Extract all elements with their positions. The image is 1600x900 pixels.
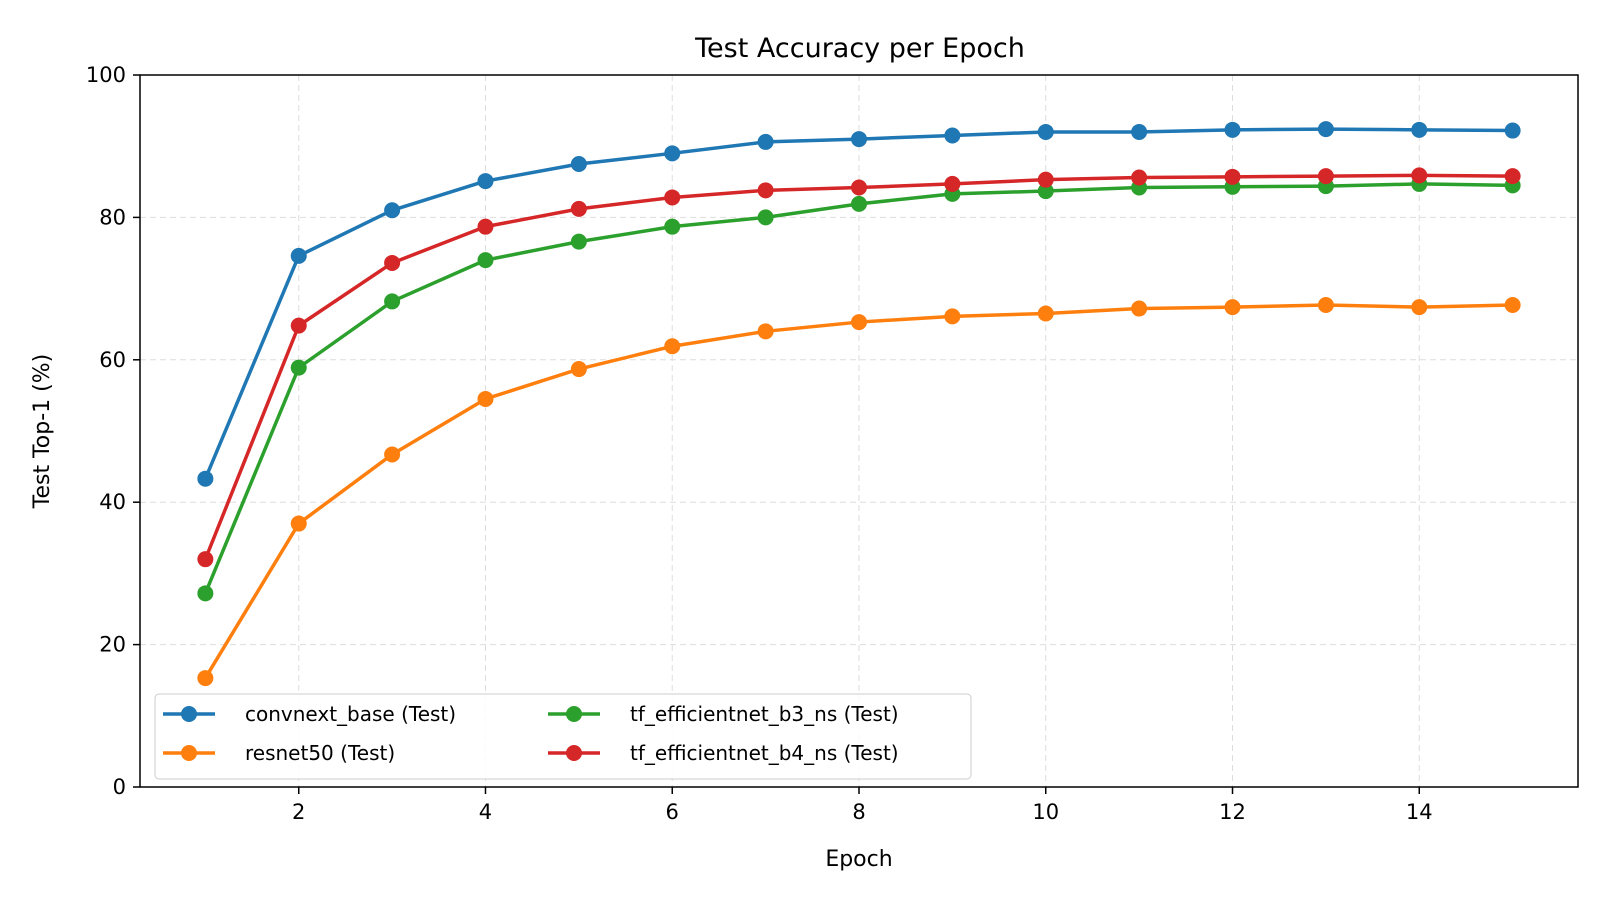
data-point xyxy=(1224,121,1241,138)
data-point xyxy=(1037,123,1054,140)
data-point xyxy=(1411,121,1428,138)
data-point xyxy=(757,182,774,199)
y-tick-label: 0 xyxy=(113,775,126,799)
data-point xyxy=(1224,168,1241,185)
data-point xyxy=(197,585,214,602)
data-point xyxy=(290,247,307,264)
y-tick-label: 80 xyxy=(99,205,126,229)
legend-box xyxy=(154,693,972,780)
data-point xyxy=(197,470,214,487)
x-tick-label: 12 xyxy=(1219,800,1246,824)
data-point xyxy=(851,195,867,212)
data-point xyxy=(1504,122,1521,139)
data-point xyxy=(570,200,587,217)
legend-label: convnext_base (Test) xyxy=(245,702,456,726)
data-point xyxy=(290,317,307,334)
x-tick-label: 4 xyxy=(479,800,492,824)
data-point xyxy=(757,133,774,150)
data-point xyxy=(944,127,961,144)
series-1 xyxy=(197,296,1521,687)
data-point xyxy=(757,323,774,340)
ticks: 2 4 6 8 10 12 14 0 20 40 60 80 100 xyxy=(86,63,1433,824)
chart-title: Test Accuracy per Epoch xyxy=(694,33,1025,64)
data-point xyxy=(384,254,401,271)
grid xyxy=(140,75,1578,787)
data-point xyxy=(757,209,774,226)
x-tick-label: 2 xyxy=(292,800,305,824)
legend-swatch-marker xyxy=(566,706,582,722)
data-point xyxy=(197,670,214,687)
y-tick-label: 100 xyxy=(86,63,126,87)
data-point xyxy=(944,175,961,192)
data-point xyxy=(1317,121,1334,138)
data-point xyxy=(1037,183,1054,200)
data-point xyxy=(1131,300,1148,317)
data-point xyxy=(1504,296,1521,313)
data-point xyxy=(851,179,867,196)
x-tick-label: 6 xyxy=(666,800,679,824)
data-point xyxy=(1131,169,1148,186)
data-point xyxy=(1317,296,1334,313)
legend-swatch-marker xyxy=(181,745,197,761)
data-point xyxy=(477,390,494,407)
data-point xyxy=(477,252,494,269)
legend-label: resnet50 (Test) xyxy=(245,741,395,765)
data-point xyxy=(477,173,494,190)
data-point xyxy=(570,156,587,172)
data-point xyxy=(290,359,307,376)
y-tick-label: 20 xyxy=(99,633,126,657)
legend-swatch-marker xyxy=(566,745,582,761)
data-point xyxy=(664,338,681,355)
x-axis-label: Epoch xyxy=(825,847,892,872)
legend-swatch-marker xyxy=(181,706,197,722)
legend-label: tf_efficientnet_b4_ns (Test) xyxy=(630,741,899,765)
data-point xyxy=(384,202,401,219)
y-tick-label: 40 xyxy=(99,490,126,514)
data-point xyxy=(1411,167,1428,184)
data-point xyxy=(1504,168,1521,185)
y-axis-label: Test Top-1 (%) xyxy=(30,354,55,509)
data-point xyxy=(664,218,681,235)
data-point xyxy=(944,308,961,325)
data-point xyxy=(1037,305,1054,322)
legend: convnext_base (Test) resnet50 (Test) tf_ef… xyxy=(154,693,972,780)
data-point xyxy=(1037,171,1054,188)
data-point xyxy=(197,551,214,568)
data-point xyxy=(1131,123,1148,140)
data-point xyxy=(384,446,401,463)
data-point xyxy=(664,189,681,206)
series-layer xyxy=(197,121,1521,687)
data-point xyxy=(384,293,401,310)
legend-label: tf_efficientnet_b3_ns (Test) xyxy=(630,702,899,726)
x-tick-label: 8 xyxy=(852,800,865,824)
data-point xyxy=(570,361,587,378)
data-point xyxy=(1224,299,1241,316)
data-point xyxy=(477,218,494,235)
x-tick-label: 14 xyxy=(1406,800,1433,824)
x-tick-label: 10 xyxy=(1032,800,1059,824)
data-point xyxy=(851,131,867,148)
data-point xyxy=(290,515,307,532)
data-point xyxy=(1411,299,1428,316)
data-point xyxy=(851,314,867,331)
series-3 xyxy=(197,167,1521,568)
series-0 xyxy=(197,121,1521,487)
data-point xyxy=(664,145,681,162)
y-tick-label: 60 xyxy=(99,348,126,372)
data-point xyxy=(570,233,587,250)
data-point xyxy=(1317,168,1334,185)
